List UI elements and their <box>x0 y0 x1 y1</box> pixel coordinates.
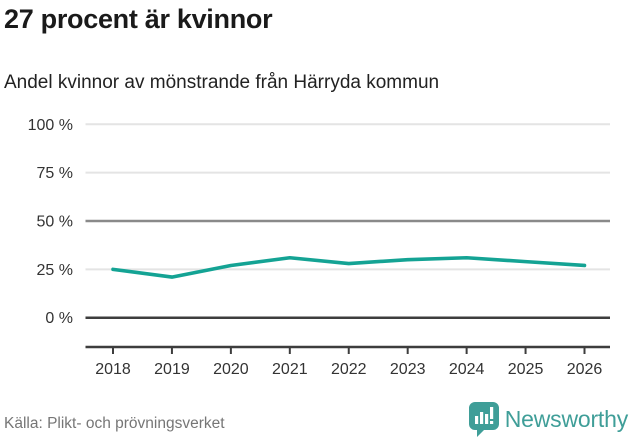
newsworthy-logo-text: Newsworthy <box>504 406 628 432</box>
data-line-andel-kvinnor <box>111 255 587 279</box>
y-tick-label: 0 % <box>45 310 73 327</box>
x-tick-label: 2023 <box>390 361 426 378</box>
x-tick-label: 2026 <box>567 361 603 378</box>
x-tick-label: 2019 <box>154 361 190 378</box>
newsworthy-logo-icon <box>468 402 499 437</box>
x-tick-label: 2021 <box>272 361 308 378</box>
x-tick-label: 2025 <box>508 361 544 378</box>
x-tick-label: 2022 <box>331 361 367 378</box>
x-tick-label: 2018 <box>95 361 131 378</box>
y-tick-label: 100 % <box>28 117 73 134</box>
y-tick-label: 50 % <box>37 214 73 231</box>
x-tick-label: 2024 <box>449 361 485 378</box>
y-tick-label: 25 % <box>37 262 73 279</box>
chart-title: 27 procent är kvinnor <box>4 4 273 34</box>
source-note: Källa: Plikt- och prövningsverket <box>4 415 225 432</box>
chart-subtitle: Andel kvinnor av mönstrande från Härryda… <box>4 72 440 93</box>
x-tick-label: 2020 <box>213 361 249 378</box>
newsworthy-logo[interactable]: Newsworthy <box>468 402 628 437</box>
y-tick-label: 75 % <box>37 165 73 182</box>
